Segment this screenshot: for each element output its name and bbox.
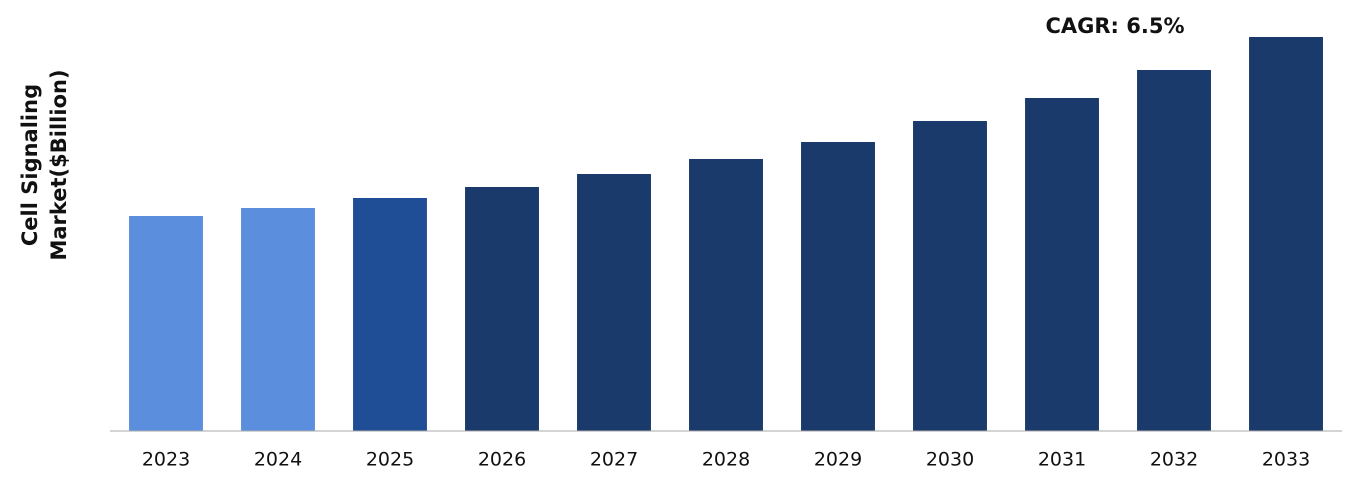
x-tick-label: 2033 xyxy=(1262,449,1310,471)
x-tick-label: 2027 xyxy=(590,449,638,471)
bar xyxy=(1249,37,1323,431)
bar xyxy=(913,121,987,431)
x-tick-label: 2025 xyxy=(366,449,414,471)
x-tick-label: 2032 xyxy=(1150,449,1198,471)
bar xyxy=(577,174,651,431)
x-tick-label: 2026 xyxy=(478,449,526,471)
x-tick-label: 2028 xyxy=(702,449,750,471)
annotation: CAGR: 6.5% xyxy=(1045,14,1184,38)
bar xyxy=(353,198,427,431)
y-axis-label: Market($Billion) xyxy=(47,69,71,260)
y-axis-label: Cell Signaling xyxy=(18,84,42,246)
bar xyxy=(241,208,315,431)
x-tick-label: 2031 xyxy=(1038,449,1086,471)
bar xyxy=(1137,70,1211,431)
bar xyxy=(129,216,203,431)
x-tick-label: 2029 xyxy=(814,449,862,471)
bar xyxy=(465,187,539,431)
x-tick-label: 2030 xyxy=(926,449,974,471)
bar xyxy=(801,142,875,431)
bar xyxy=(1025,98,1099,431)
x-tick-label: 2024 xyxy=(254,449,302,471)
bar xyxy=(689,159,763,431)
x-tick-label: 2023 xyxy=(142,449,190,471)
